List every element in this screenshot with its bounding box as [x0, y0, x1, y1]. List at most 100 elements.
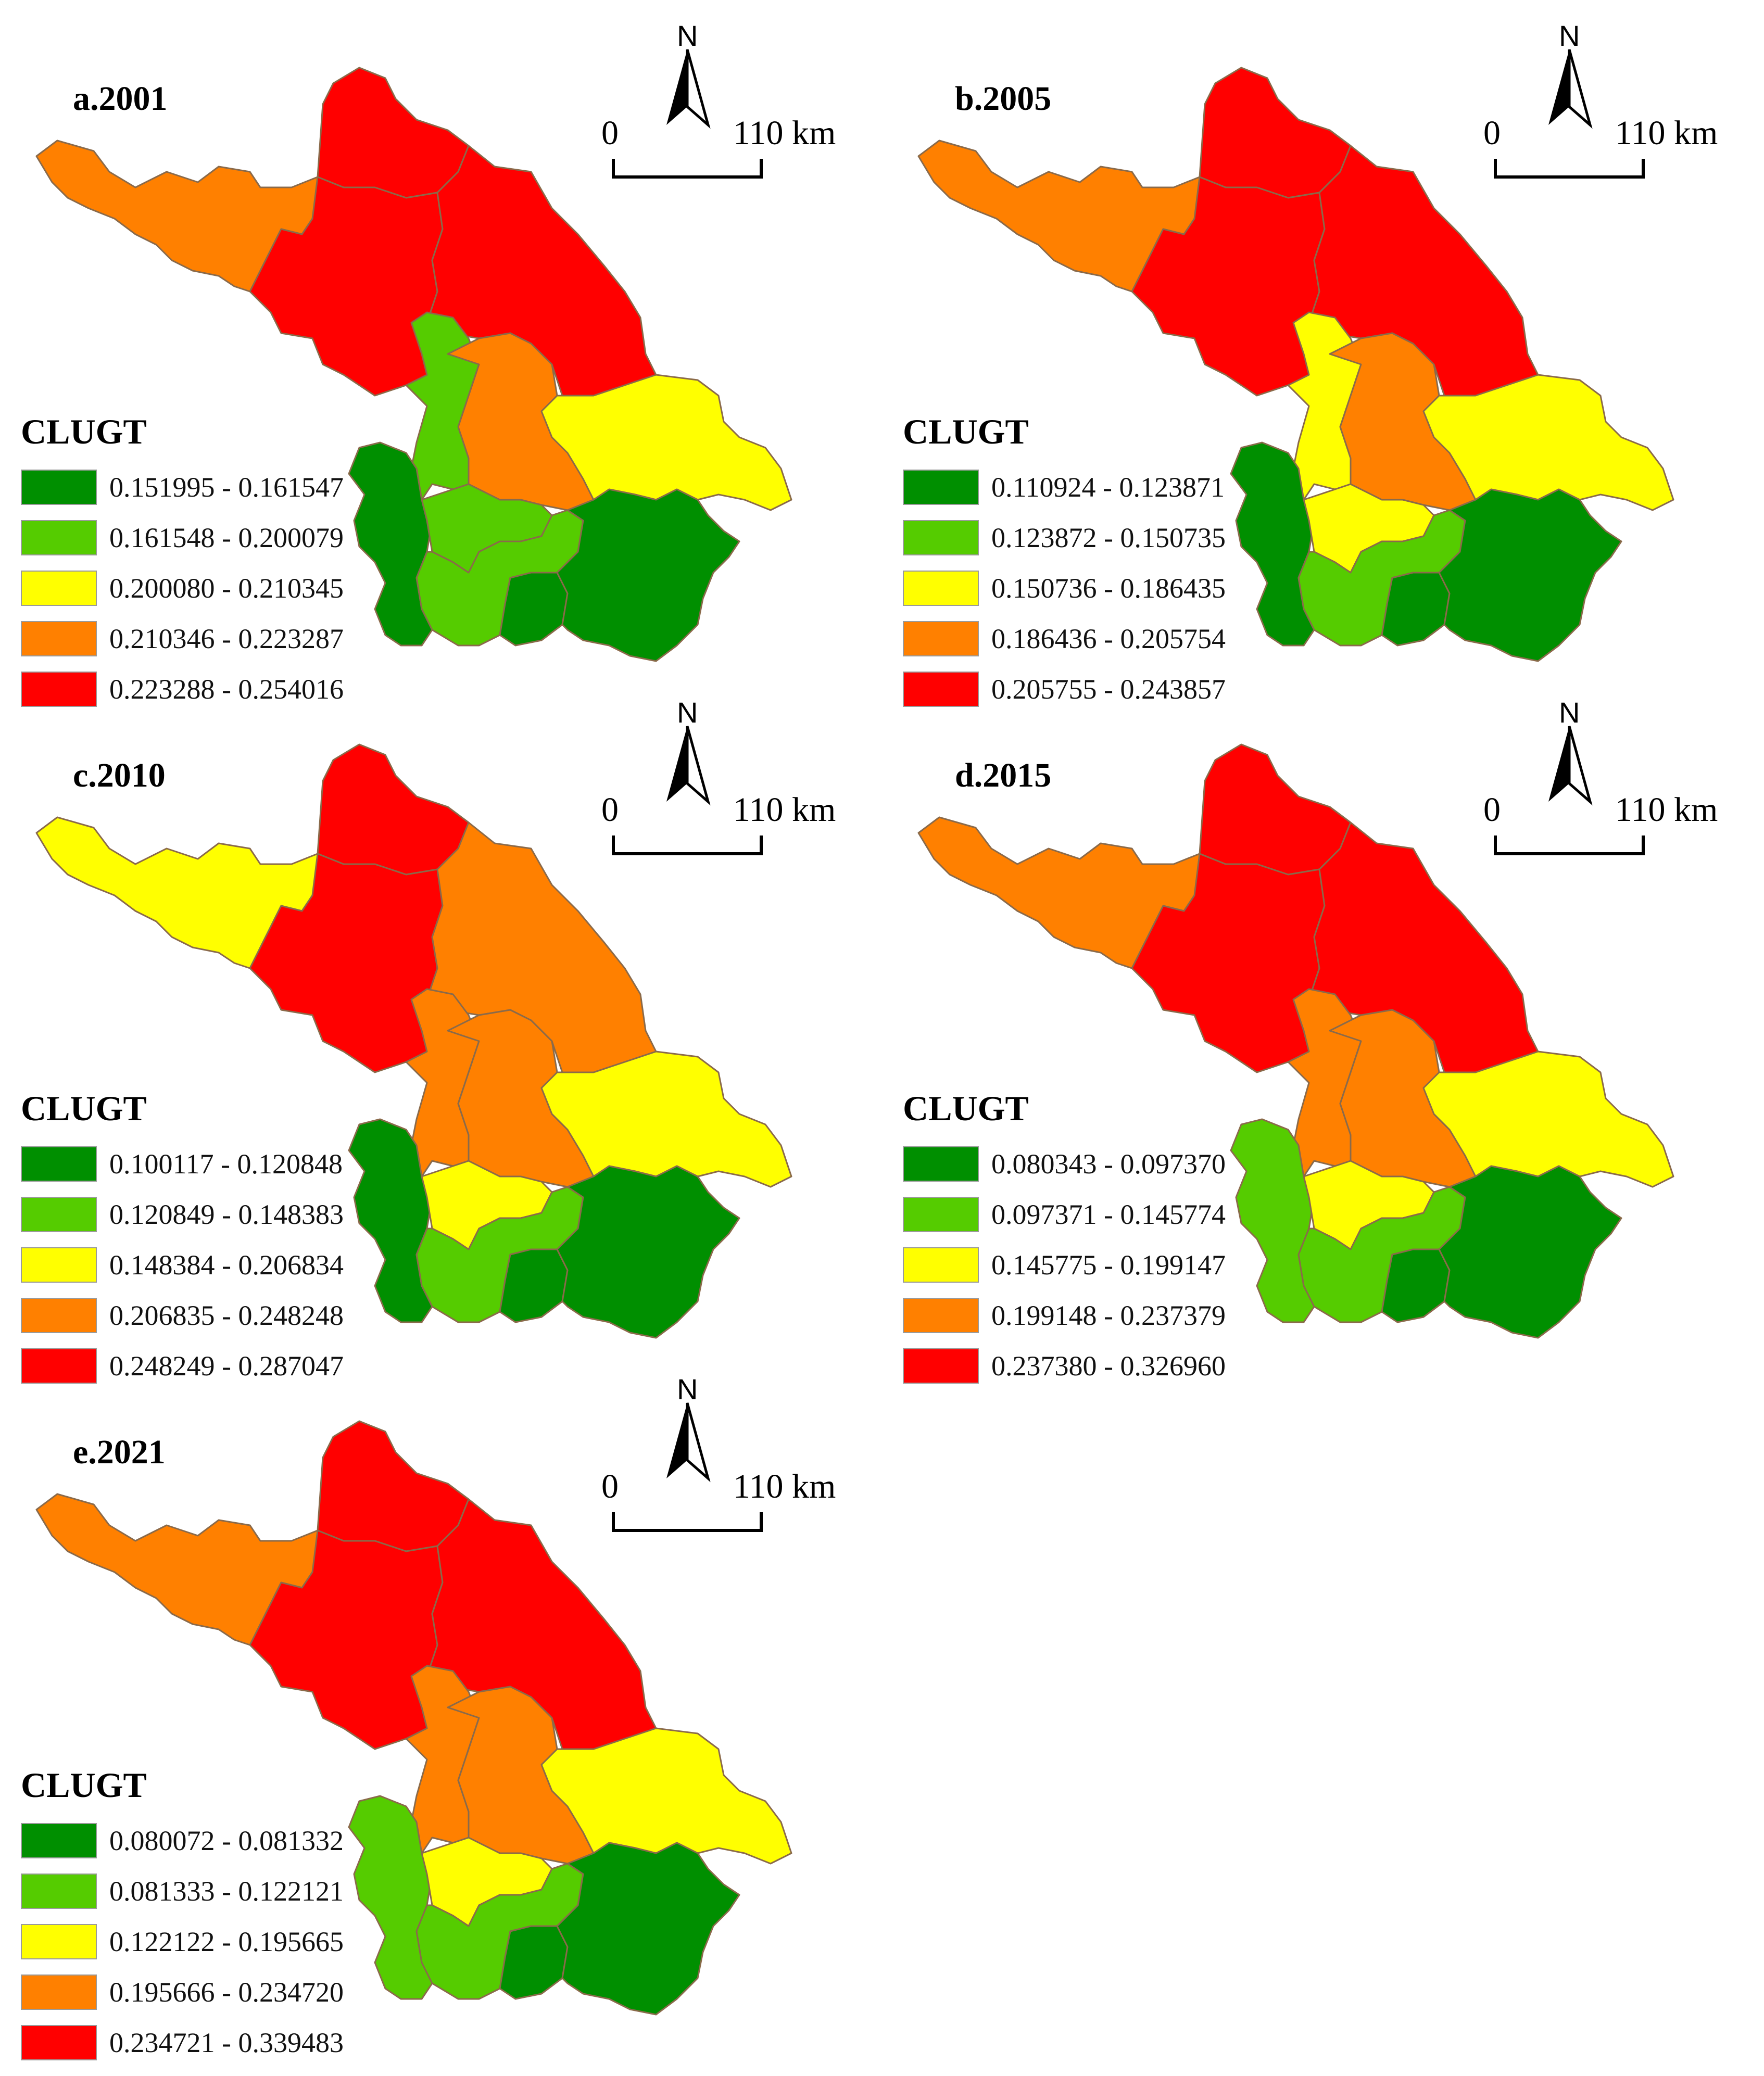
- legend-swatch: [21, 1146, 97, 1182]
- legend-item: 0.151995 - 0.161547: [21, 462, 344, 512]
- region-southeast: [1438, 1165, 1622, 1339]
- region-sw4: [1381, 1248, 1451, 1323]
- legend: CLUGT 0.151995 - 0.161547 0.161548 - 0.200…: [21, 411, 344, 714]
- legend-item: 0.150736 - 0.186435: [903, 563, 1226, 613]
- legend-item: 0.110924 - 0.123871: [903, 462, 1226, 512]
- legend-item: 0.248249 - 0.287047: [21, 1340, 344, 1391]
- legend-swatch: [21, 621, 97, 656]
- region-east: [540, 1050, 792, 1188]
- legend: CLUGT 0.100117 - 0.120848 0.120849 - 0.148…: [21, 1088, 344, 1391]
- province-map: [35, 726, 792, 1339]
- scale-distance-label: 110 km: [733, 114, 836, 152]
- legend-item: 0.205755 - 0.243857: [903, 664, 1226, 714]
- panel-title: d.2015: [955, 756, 1052, 794]
- region-east: [1422, 1050, 1674, 1188]
- region-east: [540, 1727, 792, 1865]
- legend-label: 0.151995 - 0.161547: [109, 471, 344, 503]
- north-label: N: [677, 19, 698, 52]
- legend-swatch: [903, 520, 979, 555]
- legend-title: CLUGT: [21, 1088, 147, 1128]
- legend-label: 0.097371 - 0.145774: [991, 1198, 1226, 1230]
- legend-swatch: [903, 1146, 979, 1182]
- panel-title: c.2010: [73, 756, 166, 794]
- region-north: [1199, 743, 1352, 876]
- legend-label: 0.237380 - 0.326960: [991, 1350, 1226, 1382]
- legend-swatch: [903, 570, 979, 606]
- north-label: N: [1559, 19, 1580, 52]
- legend-item: 0.237380 - 0.326960: [903, 1340, 1226, 1391]
- region-sw4: [499, 1925, 569, 2000]
- map-panel-d: d.2015 N 0 110 km CLUGT 0.080343 - 0.097370 0.…: [882, 677, 1764, 1384]
- region-north: [317, 743, 470, 876]
- legend-item: 0.080343 - 0.097370: [903, 1138, 1226, 1189]
- north-label: N: [677, 696, 698, 729]
- legend-label: 0.161548 - 0.200079: [109, 522, 344, 553]
- legend-swatch: [21, 2024, 97, 2060]
- legend-item: 0.100117 - 0.120848: [21, 1138, 344, 1189]
- region-sw4: [499, 572, 569, 647]
- legend-swatch: [21, 1974, 97, 2010]
- scale-distance-label: 110 km: [733, 1467, 836, 1505]
- panel-title: b.2005: [955, 80, 1052, 118]
- legend-label: 0.122122 - 0.195665: [109, 1926, 344, 1957]
- legend-label: 0.223288 - 0.254016: [109, 673, 344, 705]
- scale-distance-label: 110 km: [1615, 791, 1718, 829]
- legend-swatch: [21, 1348, 97, 1384]
- legend-item: 0.200080 - 0.210345: [21, 563, 344, 613]
- panel-title: a.2001: [73, 80, 168, 118]
- region-north: [1199, 67, 1352, 199]
- region-sw1: [1230, 1118, 1315, 1323]
- region-sw1: [1230, 441, 1315, 647]
- legend-label: 0.199148 - 0.237379: [991, 1299, 1226, 1331]
- legend-item: 0.081333 - 0.122121: [21, 1866, 344, 1916]
- region-east: [1422, 374, 1674, 511]
- region-sw1: [348, 1795, 433, 2000]
- legend-title: CLUGT: [903, 412, 1029, 451]
- legend-item: 0.148384 - 0.206834: [21, 1239, 344, 1290]
- legend-swatch: [21, 469, 97, 505]
- legend-label: 0.145775 - 0.199147: [991, 1249, 1226, 1281]
- legend-label: 0.123872 - 0.150735: [991, 522, 1226, 553]
- legend-label: 0.200080 - 0.210345: [109, 572, 344, 604]
- legend-label: 0.110924 - 0.123871: [991, 471, 1225, 503]
- legend-label: 0.195666 - 0.234720: [109, 1976, 344, 2008]
- legend-title: CLUGT: [903, 1088, 1029, 1128]
- region-sw1: [348, 441, 433, 647]
- legend-label: 0.148384 - 0.206834: [109, 1249, 344, 1281]
- legend-swatch: [903, 671, 979, 707]
- province-map: [35, 49, 792, 662]
- north-arrow-icon: [666, 1402, 711, 1483]
- region-sw4: [1381, 572, 1451, 647]
- region-northeast: [426, 821, 657, 1073]
- region-sw1: [348, 1118, 433, 1323]
- legend-label: 0.080343 - 0.097370: [991, 1148, 1226, 1180]
- legend-label: 0.248249 - 0.287047: [109, 1350, 344, 1382]
- legend-label: 0.206835 - 0.248248: [109, 1299, 344, 1331]
- scale-bar: [612, 1512, 763, 1532]
- legend-label: 0.120849 - 0.148383: [109, 1198, 344, 1230]
- legend-swatch: [21, 1247, 97, 1283]
- legend-swatch: [21, 671, 97, 707]
- legend-label: 0.210346 - 0.223287: [109, 623, 344, 654]
- legend-item: 0.186436 - 0.205754: [903, 613, 1226, 664]
- north-arrow-icon: [666, 726, 711, 806]
- legend-label: 0.205755 - 0.243857: [991, 673, 1226, 705]
- region-east: [540, 374, 792, 511]
- region-northeast: [1308, 145, 1539, 397]
- region-northeast: [426, 145, 657, 397]
- region-north: [317, 1420, 470, 1552]
- legend-item: 0.210346 - 0.223287: [21, 613, 344, 664]
- legend-swatch: [21, 1873, 97, 1909]
- legend-swatch: [903, 469, 979, 505]
- scale-zero-label: 0: [601, 1467, 619, 1505]
- legend-swatch: [21, 520, 97, 555]
- scale-bar: [1494, 159, 1645, 179]
- region-southeast: [556, 488, 740, 662]
- map-panel-c: c.2010 N 0 110 km CLUGT 0.100117 - 0.120848 0.…: [0, 677, 882, 1384]
- legend-item: 0.195666 - 0.234720: [21, 1967, 344, 2017]
- region-northeast: [426, 1498, 657, 1750]
- region-southeast: [556, 1842, 740, 2016]
- legend-swatch: [903, 1196, 979, 1232]
- legend: CLUGT 0.110924 - 0.123871 0.123872 - 0.150…: [903, 411, 1226, 714]
- legend-title: CLUGT: [21, 412, 147, 451]
